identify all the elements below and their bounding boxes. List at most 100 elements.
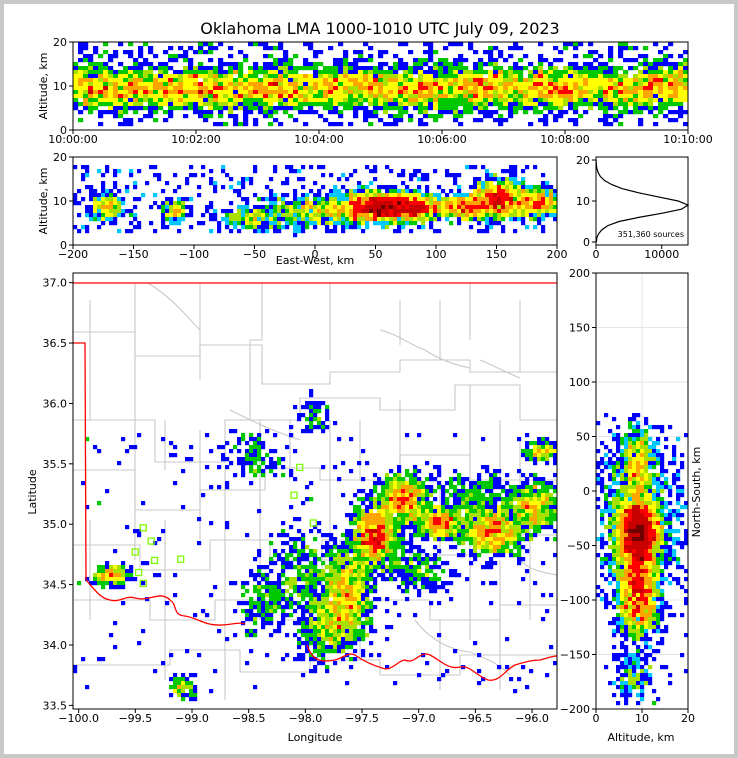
east-west-cell [417,193,422,198]
time-altitude-cell [528,86,534,91]
plan-view-cell [121,569,126,574]
time-altitude-cell [338,58,344,63]
plan-view-cell [457,473,462,478]
plan-view-cell [461,477,466,482]
plan-view-cell [297,561,302,566]
plan-view-cell [281,573,286,578]
east-west-cell [329,193,334,198]
plan-view-cell [297,529,302,534]
plan-view-cell [329,629,334,634]
plan-view-cell [473,549,478,554]
plan-view-cell [181,505,186,510]
plan-view-cell [493,473,498,478]
plan-view-cell [509,505,514,510]
east-west-cell [541,181,546,186]
time-altitude-cell [418,74,424,79]
plan-view-cell [369,569,374,574]
east-west-cell [253,193,258,198]
time-altitude-cell [278,90,284,95]
plan-view-cell [393,481,398,486]
east-west-cell [477,185,482,190]
plan-view-cell [553,509,557,514]
time-altitude-cell [143,106,149,111]
plan-view-cell [285,613,290,618]
time-altitude-cell [308,90,314,95]
plan-view-cell [437,525,442,530]
east-west-cell [273,165,278,170]
east-west-cell [369,197,374,202]
plan-view-cell [465,493,470,498]
plan-view-cell [497,477,502,482]
plan-view-cell [105,577,110,582]
plan-view-cell [533,501,538,506]
plan-view-cell [553,505,557,510]
time-altitude-cell [303,110,309,115]
plan-view-cell [253,445,258,450]
time-altitude-cell [553,102,559,107]
time-altitude-cell [78,58,84,63]
east-west-cell [197,221,202,226]
time-altitude-cell [398,118,404,123]
time-altitude-cell [453,98,459,103]
plan-view-cell [405,509,410,514]
plan-view-cell [325,581,330,586]
east-west-cell [317,217,322,222]
plan-view-cell [473,525,478,530]
time-altitude-cell [683,122,688,127]
plan-view-cell [413,493,418,498]
east-west-cell [165,205,170,210]
plan-view-cell [357,497,362,502]
time-altitude-cell [108,66,114,71]
time-altitude-cell [293,86,299,91]
time-altitude-cell [433,82,439,87]
plan-view-cell [525,521,530,526]
time-altitude-cell [183,78,189,83]
east-west-cell [333,201,338,206]
plan-view-cell [297,593,302,598]
east-west-cell [553,217,557,222]
time-altitude-cell [633,86,639,91]
plan-view-cell [517,601,522,606]
east-west-cell [285,213,290,218]
east-west-cell [373,213,378,218]
time-altitude-cell [383,122,389,127]
east-west-cell [357,209,362,214]
plan-view-cell [309,605,314,610]
time-altitude-cell [508,106,514,111]
plan-view-cell [345,533,350,538]
time-altitude-cell [253,90,259,95]
time-altitude-cell [513,66,519,71]
plan-view-cell [525,493,530,498]
time-altitude-cell [663,98,669,103]
east-west-cell [473,209,478,214]
plan-view-cell [345,621,350,626]
east-west-cell [465,201,470,206]
east-west-cell [297,229,302,234]
time-altitude-cell [678,66,684,71]
east-west-cell [533,197,538,202]
time-altitude-cell [438,66,444,71]
time-altitude-cell [563,78,569,83]
time-altitude-cell [558,78,564,83]
east-west-cell [449,213,454,218]
plan-view-cell [409,473,414,478]
plan-view-cell [333,465,338,470]
time-altitude-cell [633,94,639,99]
plan-view-cell [417,505,422,510]
plan-view-cell [301,629,306,634]
plan-view-cell [301,541,306,546]
plan-view-cell [545,441,550,446]
plan-view-cell [541,457,546,462]
plan-view-cell [389,541,394,546]
plan-view-cell [113,577,118,582]
plan-view-cell [545,525,550,530]
plan-view-cell [481,565,486,570]
time-altitude-cell [543,114,549,119]
plan-view-cell [353,613,358,618]
time-altitude-cell [448,102,454,107]
plan-view-cell [321,425,326,430]
time-altitude-cell [378,50,384,55]
east-west-cell [373,169,378,174]
time-altitude-cell [638,122,644,127]
east-west-cell [357,225,362,230]
